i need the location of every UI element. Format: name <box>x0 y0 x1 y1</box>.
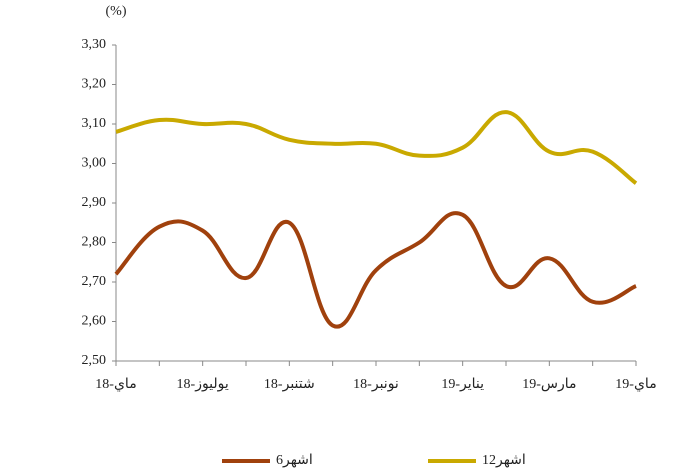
y-tick-label: 3,20 <box>82 77 107 92</box>
y-tick-label: 3,10 <box>82 116 107 131</box>
y-tick-label: 2,70 <box>82 274 107 289</box>
y-tick-label: 3,30 <box>82 37 107 52</box>
x-tick-label: 19-ماي <box>615 377 656 392</box>
y-axis-label: (%) <box>106 4 127 19</box>
x-tick-label: 18-يوليوز <box>177 377 229 392</box>
series-line <box>115 110 638 185</box>
legend-label: 6اشهر <box>276 453 313 468</box>
x-tick-label: 19-يناير <box>441 377 484 392</box>
legend-label: 12اشهر <box>482 453 526 468</box>
series-line <box>114 211 637 329</box>
x-tick-label: 18-نونبر <box>353 377 399 392</box>
x-tick-label: 18-ماي <box>95 377 136 392</box>
x-tick-label: مارس-19 <box>522 377 576 392</box>
y-tick-label: 2,80 <box>82 235 107 250</box>
x-tick-label: 18-شتنبر <box>264 377 315 392</box>
y-tick-label: 3,00 <box>82 156 107 171</box>
y-tick-label: 2,90 <box>82 195 107 210</box>
y-tick-label: 2,50 <box>82 353 107 368</box>
y-tick-label: 2,60 <box>82 314 107 329</box>
